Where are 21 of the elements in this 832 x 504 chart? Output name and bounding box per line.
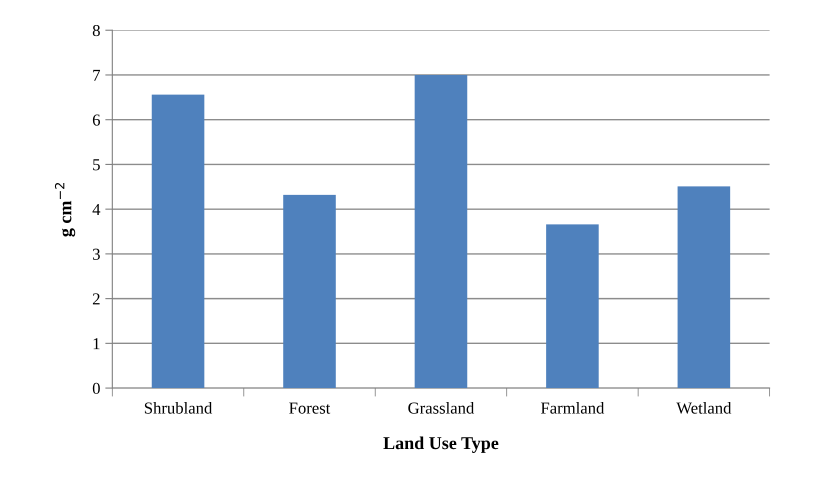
- y-tick-label: 5: [93, 159, 100, 170]
- y-axis-title: g cm$^{−2}$: [54, 183, 76, 237]
- y-tick-label: 7: [93, 70, 100, 81]
- bar: [678, 186, 730, 388]
- y-tick-label: 0: [92, 382, 100, 394]
- y-tick-label: 3: [92, 248, 100, 260]
- bar: [283, 194, 336, 388]
- x-tick-label: Grassland: [408, 402, 474, 414]
- x-tick-label: Farmland: [540, 402, 604, 414]
- x-tick-label: Forest: [289, 402, 330, 414]
- y-tick-label: 8: [92, 24, 100, 36]
- y-tick-label: 2: [92, 293, 100, 304]
- bar: [414, 74, 468, 388]
- y-tick-label: 1: [94, 338, 100, 350]
- x-tick-label: Wetland: [676, 402, 732, 414]
- bar: [152, 94, 204, 388]
- x-axis-title: Land Use Type: [383, 436, 498, 453]
- y-tick-label: 6: [92, 114, 100, 126]
- y-tick-label: 4: [92, 204, 100, 215]
- bar: [546, 224, 599, 388]
- x-tick-label: Shrubland: [144, 402, 212, 414]
